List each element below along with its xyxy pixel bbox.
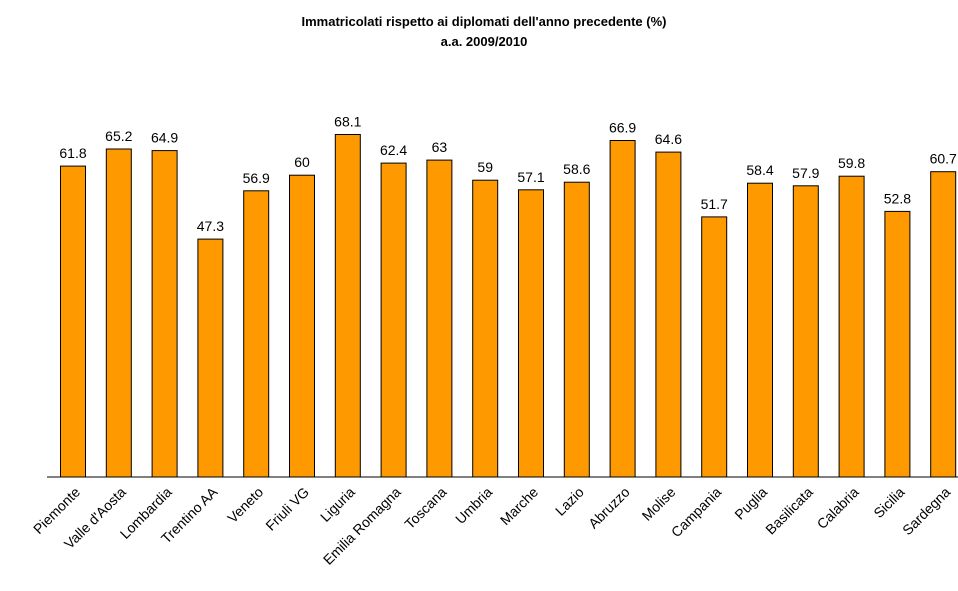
bar-value-label: 59.8 [838, 155, 865, 171]
bar-value-label: 58.6 [563, 161, 590, 177]
bar-value-label: 68.1 [334, 114, 361, 130]
bar-value-label: 58.4 [746, 162, 773, 178]
bar [930, 171, 957, 478]
bar-value-label: 47.3 [197, 218, 224, 234]
category-tick-label: Sicilia [870, 484, 907, 521]
bar [701, 216, 728, 478]
bar [243, 190, 270, 478]
bar [472, 179, 499, 478]
chart-title: Immatricolati rispetto ai diplomati dell… [302, 14, 667, 29]
bar [105, 148, 132, 478]
bar [197, 238, 224, 478]
category-tick-label: Sardegna [899, 484, 953, 538]
category-tick-label: Calabria [814, 484, 862, 532]
bar-value-label: 59 [477, 159, 493, 175]
bar-value-label: 61.8 [59, 145, 86, 161]
bar-value-label: 60.7 [930, 151, 957, 167]
category-tick-label: Basilicata [762, 484, 816, 538]
bar [334, 134, 361, 478]
bar [792, 185, 819, 478]
category-tick-label: Molise [639, 484, 679, 524]
bar-value-label: 52.8 [884, 190, 911, 206]
chart-subtitle: a.a. 2009/2010 [441, 34, 528, 49]
bar-value-label: 62.4 [380, 142, 407, 158]
bar-value-label: 60 [294, 154, 310, 170]
bar [518, 189, 544, 478]
bar [151, 150, 178, 478]
category-tick-label: Umbria [452, 484, 495, 527]
bar [655, 151, 682, 478]
bar [289, 174, 315, 478]
bar-value-label: 56.9 [243, 170, 270, 186]
category-tick-label: Marche [497, 484, 541, 528]
category-tick-label: Emilia Romagna [320, 484, 404, 568]
bars-group [60, 134, 957, 478]
category-tick-label: Abruzzo [585, 484, 633, 532]
bar [426, 159, 453, 478]
bar-value-label: 63 [432, 139, 448, 155]
category-tick-label: Campania [668, 484, 725, 541]
category-tick-label: Toscana [401, 484, 449, 532]
bar [884, 210, 911, 478]
category-tick-label: Lazio [552, 484, 587, 519]
bar-value-label: 65.2 [105, 128, 132, 144]
bar-value-label: 51.7 [701, 196, 728, 212]
bar-value-label: 64.9 [151, 130, 178, 146]
category-tick-label: Friuli VG [262, 484, 312, 534]
bar [609, 140, 636, 478]
bar [60, 165, 86, 478]
bar [747, 182, 773, 478]
category-tick-label: Veneto [224, 484, 266, 526]
bar-value-label: 64.6 [655, 131, 682, 147]
value-labels-group: 61.8 65.2 64.9 47.3 56.9 60 68.1 62.4 63 59 57.1 58… [59, 114, 957, 235]
bar [563, 181, 590, 478]
bar [838, 175, 865, 478]
bar-value-label: 66.9 [609, 120, 636, 136]
category-tick-label: Liguria [317, 484, 358, 525]
bar-value-label: 57.1 [517, 169, 544, 185]
bar [380, 162, 407, 478]
bar-value-label: 57.9 [792, 165, 819, 181]
category-tick-label: Puglia [731, 484, 770, 523]
